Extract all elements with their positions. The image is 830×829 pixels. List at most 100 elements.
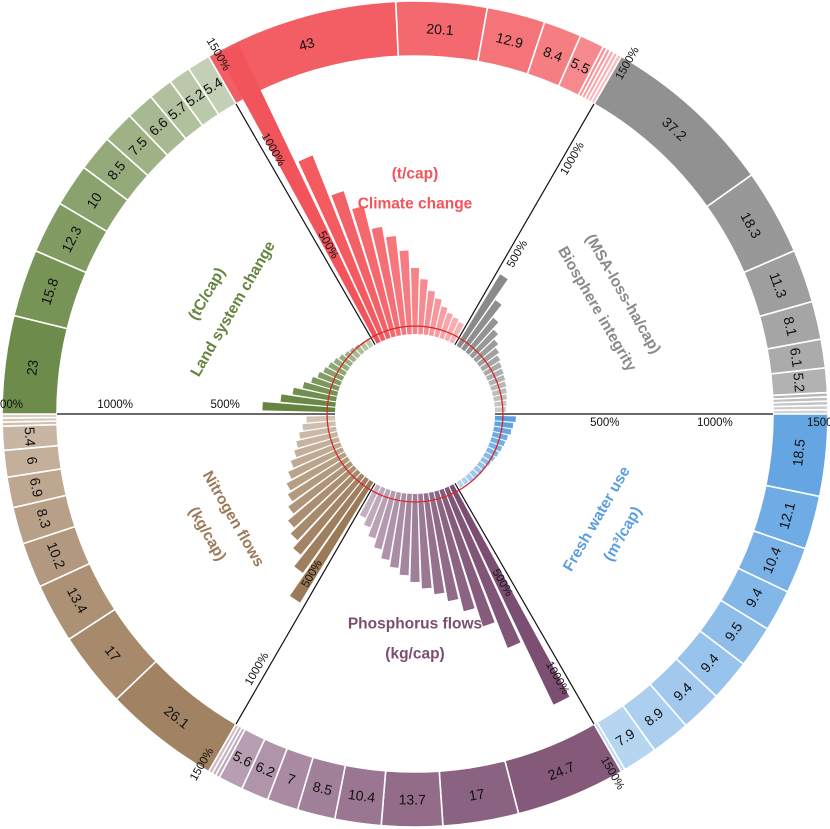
phosphorus-bar: [368, 488, 391, 539]
phosphorus-outer-value: 6.2: [253, 758, 277, 780]
land-bar: [292, 387, 337, 402]
water-outer-value: 18.5: [789, 438, 808, 467]
water-bar: [485, 447, 499, 457]
water-bar: [494, 415, 516, 422]
sector-divider: [454, 482, 595, 725]
climate-bar: [439, 312, 453, 340]
biosphere-outer-value: 5.2: [790, 372, 808, 393]
nitrogen-bar: [306, 415, 336, 423]
nitrogen-bar: [294, 476, 369, 573]
phosphorus-outer-value: 8.5: [311, 778, 334, 798]
biosphere-bar: [494, 406, 506, 413]
nitrogen-outer-value: 5.4: [22, 427, 39, 448]
climate-outer-value: 43: [297, 34, 317, 54]
water-bar: [469, 469, 479, 479]
climate-bar: [218, 43, 381, 344]
phosphorus-title-line: (kg/cap): [385, 646, 444, 663]
water-bar: [490, 437, 506, 447]
phosphorus-outer-value: 5.6: [230, 747, 255, 770]
nitrogen-bar: [293, 473, 365, 555]
land-bar: [344, 350, 357, 363]
climate-bar: [410, 268, 420, 335]
nitrogen-bar: [286, 452, 347, 491]
climate-title-line: Climate change: [358, 196, 473, 213]
center-disk: [336, 335, 494, 493]
land-bar: [354, 344, 365, 355]
biosphere-bar: [456, 274, 508, 349]
water-bar: [465, 473, 474, 483]
tick-label: 1000%: [97, 399, 133, 411]
climate-outer-value: 5.5: [568, 54, 593, 77]
phosphorus-bar: [439, 488, 495, 627]
inner-bars: [218, 43, 570, 705]
phosphorus-bar: [423, 492, 445, 595]
land-bar: [338, 354, 354, 367]
climate-bar: [428, 298, 442, 337]
land-bar: [262, 401, 336, 413]
nitrogen-bar: [290, 442, 342, 468]
phosphorus-bar: [418, 493, 432, 589]
land-bar: [323, 367, 345, 381]
phosphorus-bar: [428, 491, 459, 602]
phosphorus-bar: [363, 486, 386, 528]
nitrogen-bar: [299, 426, 337, 439]
phosphorus-bar: [410, 493, 420, 582]
sector-dividers: [57, 103, 773, 725]
climate-bar: [386, 236, 407, 336]
phosphorus-outer-value: 13.7: [399, 791, 427, 807]
climate-outer-value: 12.9: [494, 29, 525, 51]
nitrogen-outer-value: 8.3: [34, 507, 55, 530]
climate-bar: [434, 306, 448, 338]
phosphorus-bar: [374, 490, 396, 550]
biosphere-bar: [461, 300, 502, 352]
water-outer-value: 12.1: [776, 500, 799, 531]
nitrogen-bar: [289, 479, 374, 603]
nitrogen-outer-value: 6: [24, 456, 41, 466]
phosphorus-bar: [449, 484, 570, 705]
climate-bar: [444, 317, 459, 342]
land-bar: [280, 394, 336, 407]
land-bar: [365, 339, 374, 349]
phosphorus-bar: [444, 486, 521, 648]
biosphere-bar: [493, 394, 508, 402]
climate-bar: [423, 290, 436, 336]
tick-label: 500%: [211, 399, 240, 411]
phosphorus-bar: [381, 491, 402, 560]
biosphere-bar: [465, 317, 499, 355]
climate-bar: [371, 226, 402, 337]
climate-bar: [418, 279, 428, 335]
sector-divider: [454, 103, 595, 346]
sector-divider: [235, 482, 376, 725]
phosphorus-outer-value: 17: [468, 785, 486, 803]
nitrogen-bar: [288, 465, 357, 528]
biosphere-bar: [476, 347, 500, 367]
land-outer-value: 23: [23, 359, 41, 377]
water-bar: [483, 452, 496, 462]
phosphorus-title-line: Phosphorus flows: [348, 616, 482, 633]
nitrogen-outer-value: 6.9: [27, 476, 46, 498]
climate-bar: [331, 191, 391, 340]
biosphere-bar: [473, 339, 499, 363]
climate-bar: [449, 321, 464, 344]
tick-label: 500%: [590, 417, 619, 429]
tick-label: 1500%: [807, 417, 830, 429]
biosphere-bar: [480, 355, 501, 372]
tick-label: 500%: [505, 238, 530, 269]
nitrogen-bar: [294, 437, 340, 458]
land-bar: [349, 347, 361, 359]
climate-bar: [399, 250, 412, 335]
biosphere-bar: [483, 362, 502, 376]
phosphorus-bar: [434, 490, 475, 612]
nitrogen-bar: [288, 461, 354, 514]
biosphere-bar: [494, 400, 507, 407]
phosphorus-bar: [389, 492, 407, 568]
climate-bar: [352, 206, 396, 338]
water-bar: [456, 479, 465, 488]
phosphorus-outer-value: 10.4: [347, 786, 376, 806]
water-bar: [494, 421, 514, 429]
sector-divider: [235, 103, 376, 346]
biosphere-outer-value: 8.1: [780, 315, 800, 338]
biosphere-bar: [491, 387, 507, 397]
biosphere-bar: [485, 368, 504, 381]
tick-label: 1000%: [697, 417, 733, 429]
